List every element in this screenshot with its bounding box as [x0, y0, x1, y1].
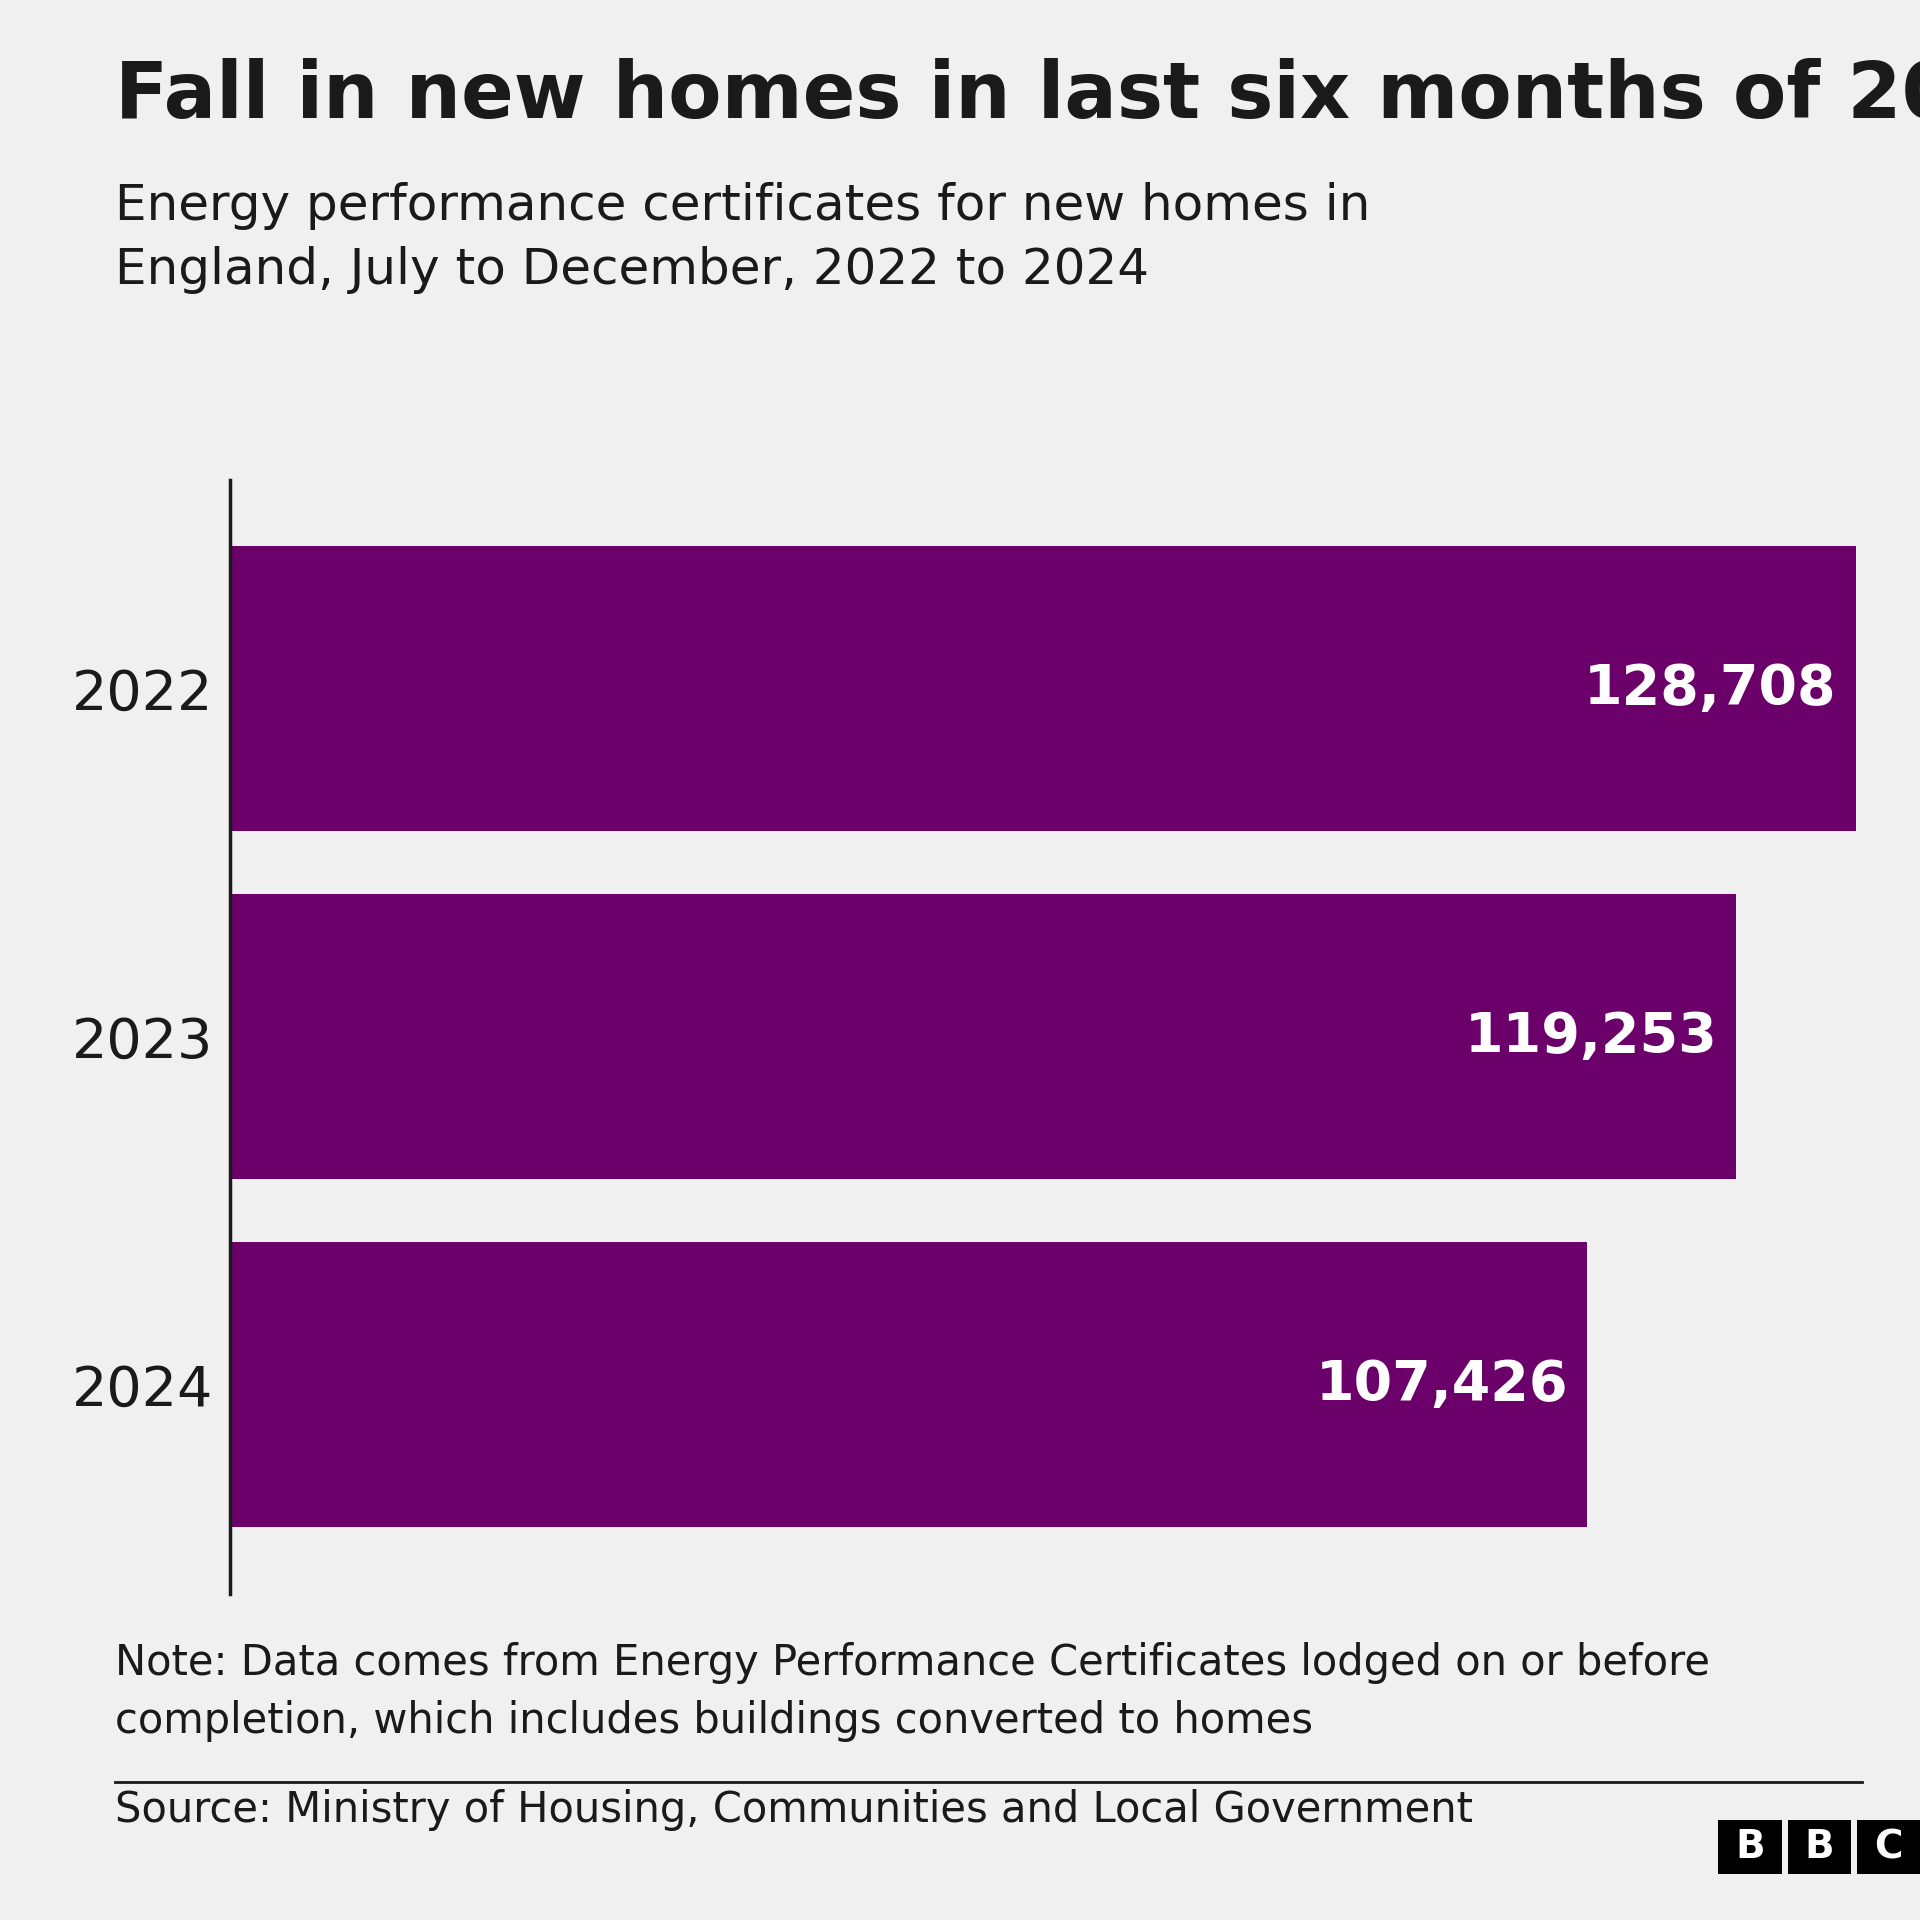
Text: 107,426: 107,426: [1315, 1357, 1569, 1411]
Bar: [230, 1242, 1588, 1528]
Text: C: C: [1874, 1828, 1903, 1866]
Text: B: B: [1805, 1828, 1834, 1866]
Text: Energy performance certificates for new homes in
England, July to December, 2022: Energy performance certificates for new …: [115, 182, 1371, 294]
Text: B: B: [1736, 1828, 1764, 1866]
Bar: [230, 545, 1857, 831]
Text: Source: Ministry of Housing, Communities and Local Government: Source: Ministry of Housing, Communities…: [115, 1789, 1473, 1832]
Text: 128,708: 128,708: [1584, 662, 1837, 716]
Bar: [230, 895, 1736, 1179]
Text: 119,253: 119,253: [1465, 1010, 1716, 1064]
Text: Note: Data comes from Energy Performance Certificates lodged on or before
comple: Note: Data comes from Energy Performance…: [115, 1642, 1711, 1741]
Text: Fall in new homes in last six months of 2024: Fall in new homes in last six months of …: [115, 58, 1920, 134]
